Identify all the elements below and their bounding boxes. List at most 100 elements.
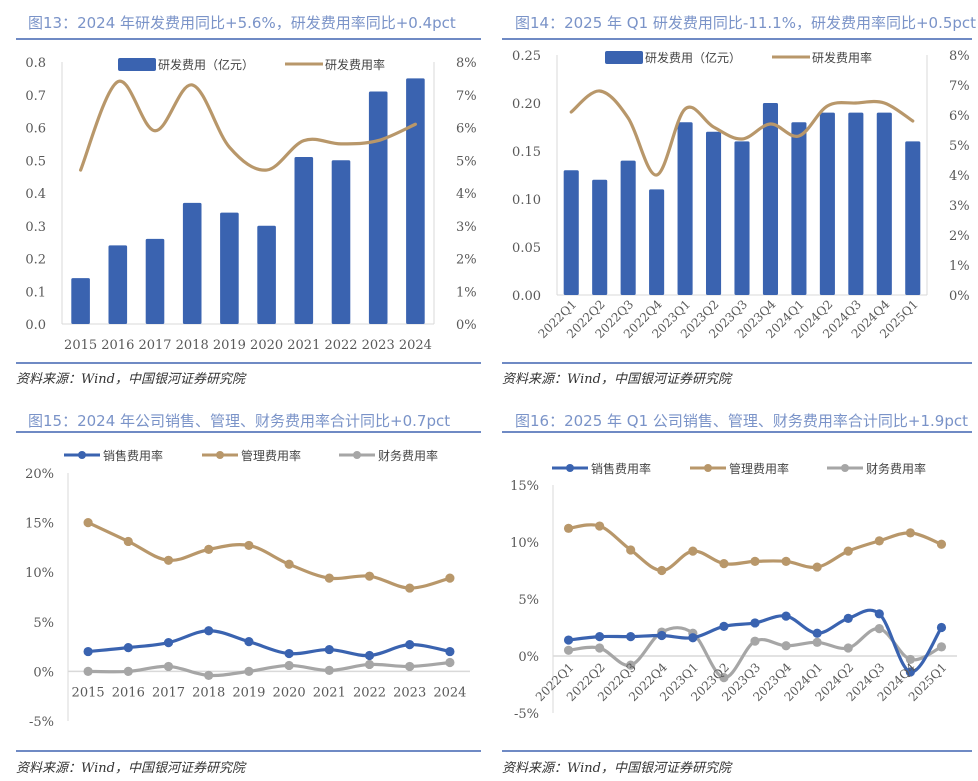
figure-14-top-rule (502, 38, 972, 40)
sales-rate-point (244, 637, 254, 647)
sales-rate-point (657, 630, 667, 641)
y-tick-label: 0.0 (25, 318, 46, 333)
sales-rate-point (781, 611, 791, 621)
admin-rate-point (123, 536, 133, 547)
bar (108, 245, 128, 324)
admin-rate-point (750, 556, 760, 566)
admin-rate-point (719, 559, 729, 569)
sales-rate-point (936, 622, 947, 633)
admin-rate-point (843, 546, 853, 556)
sales-rate-point (626, 632, 636, 642)
y2-tick-label: 4% (949, 169, 970, 184)
legend-line-label: 研发费用率 (812, 50, 872, 65)
bar (563, 170, 579, 295)
figure-14-chart: 0.00 0.05 0.10 0.15 0.20 0.25 0% 1% 2% 3% 4% 5% 6% 7%… (512, 49, 970, 341)
y-tick-label: 0.25 (512, 49, 541, 64)
admin-rate-point (781, 556, 791, 566)
finance-rate-point (750, 636, 760, 646)
figure-16-chart: -5%0%5%10%15%2022Q12022Q22022Q32022Q4202… (510, 461, 957, 722)
finance-rate-point (445, 657, 455, 668)
sales-rate-point (163, 638, 174, 648)
sales-rate-point (324, 644, 334, 655)
sales-rate-line (87, 629, 451, 658)
y-tick-label: 5% (33, 616, 54, 631)
admin-rate-point (364, 571, 375, 581)
y-tick-label: 0.10 (512, 193, 541, 208)
x-tick-label: 2018 (192, 685, 225, 700)
y-tick-label: 0.7 (25, 89, 46, 104)
admin-rate-point (874, 536, 884, 546)
y2-tick-label: 1% (456, 285, 477, 300)
finance-rate-point (284, 660, 294, 671)
x-tick-label: 2017 (152, 685, 185, 700)
bar (182, 202, 202, 324)
bar (620, 160, 636, 295)
x-tick-label: 2022 (324, 338, 357, 353)
y2-tick-label: 3% (456, 220, 477, 235)
x-tick-label: 2016 (112, 685, 145, 700)
y-tick-label: 0.1 (25, 285, 46, 300)
y-tick-label: 0.8 (25, 56, 46, 71)
y-tick-label: 0.5 (25, 154, 46, 169)
y2-tick-label: 1% (949, 259, 970, 274)
legend-marker-sales-rate (566, 464, 574, 472)
y-tick-label: 0.20 (512, 97, 541, 112)
bar (762, 103, 779, 295)
bar (220, 212, 239, 324)
y-tick-label: -5% (514, 707, 539, 722)
y2-tick-label: 6% (949, 109, 970, 124)
finance-rate-point (83, 666, 93, 676)
legend-label-finance-rate: 财务费用率 (866, 461, 926, 476)
figure-16-source: 资料来源：Wind，中国银河证券研究院 (502, 761, 731, 776)
y-tick-label: 0.15 (512, 145, 541, 160)
x-tick-label: 2021 (287, 338, 320, 353)
bar (257, 225, 276, 324)
x-tick-label: 2015 (72, 685, 105, 700)
legend-label-admin-rate: 管理费用率 (241, 448, 301, 463)
legend-label-finance-rate: 财务费用率 (378, 448, 438, 463)
admin-rate-point (688, 546, 698, 556)
y-tick-label: 0.4 (25, 187, 46, 202)
admin-rate-point (905, 528, 915, 538)
finance-rate-point (781, 641, 791, 651)
finance-rate-point (936, 642, 947, 652)
sales-rate-point (364, 650, 375, 661)
legend-marker-admin-rate (704, 464, 712, 472)
x-tick-label: 2020 (250, 338, 283, 353)
figure-16-bottom-rule (502, 750, 972, 752)
figure-13-source: 资料来源：Wind，中国银河证券研究院 (16, 372, 245, 387)
admin-rate-point (204, 544, 214, 554)
legend-marker-admin-rate (216, 451, 224, 459)
y-tick-label: 0.6 (25, 122, 46, 137)
finance-rate-point (595, 643, 605, 653)
y2-tick-label: 8% (949, 49, 970, 64)
rd-rate-line (79, 79, 417, 172)
bar (406, 78, 425, 324)
legend-bar-label: 研发费用（亿元） (645, 50, 741, 65)
bar (705, 131, 722, 295)
bar (331, 160, 351, 324)
legend-label-admin-rate: 管理费用率 (729, 461, 789, 476)
y2-tick-label: 0% (456, 318, 477, 333)
sales-rate-point (688, 633, 698, 643)
y-tick-label: 20% (25, 467, 54, 482)
legend-marker-finance-rate (353, 451, 361, 459)
admin-rate-point (83, 518, 93, 528)
y-tick-label: 5% (518, 593, 539, 608)
sales-rate-point (905, 667, 915, 677)
admin-rate-point (244, 540, 254, 551)
sales-rate-point (750, 618, 760, 628)
y-tick-label: 0.3 (25, 220, 46, 235)
sales-rate-point (812, 628, 822, 638)
y-tick-label: 10% (510, 536, 539, 551)
bar (368, 91, 388, 324)
admin-rate-point (405, 583, 415, 593)
sales-rate-point (563, 635, 574, 645)
y2-tick-label: 7% (949, 79, 970, 94)
figure-13-title: 图13：2024 年研发费用同比+5.6%，研发费用率同比+0.4pct (28, 14, 456, 32)
admin-rate-line (87, 521, 451, 590)
y-tick-label: -5% (29, 715, 54, 730)
finance-rate-point (204, 670, 214, 680)
bar (819, 112, 835, 295)
figure-15-chart: -5% 0% 5% 10% 15% 20% 2015 2016 2017 2018 2019 2020… (25, 448, 470, 730)
